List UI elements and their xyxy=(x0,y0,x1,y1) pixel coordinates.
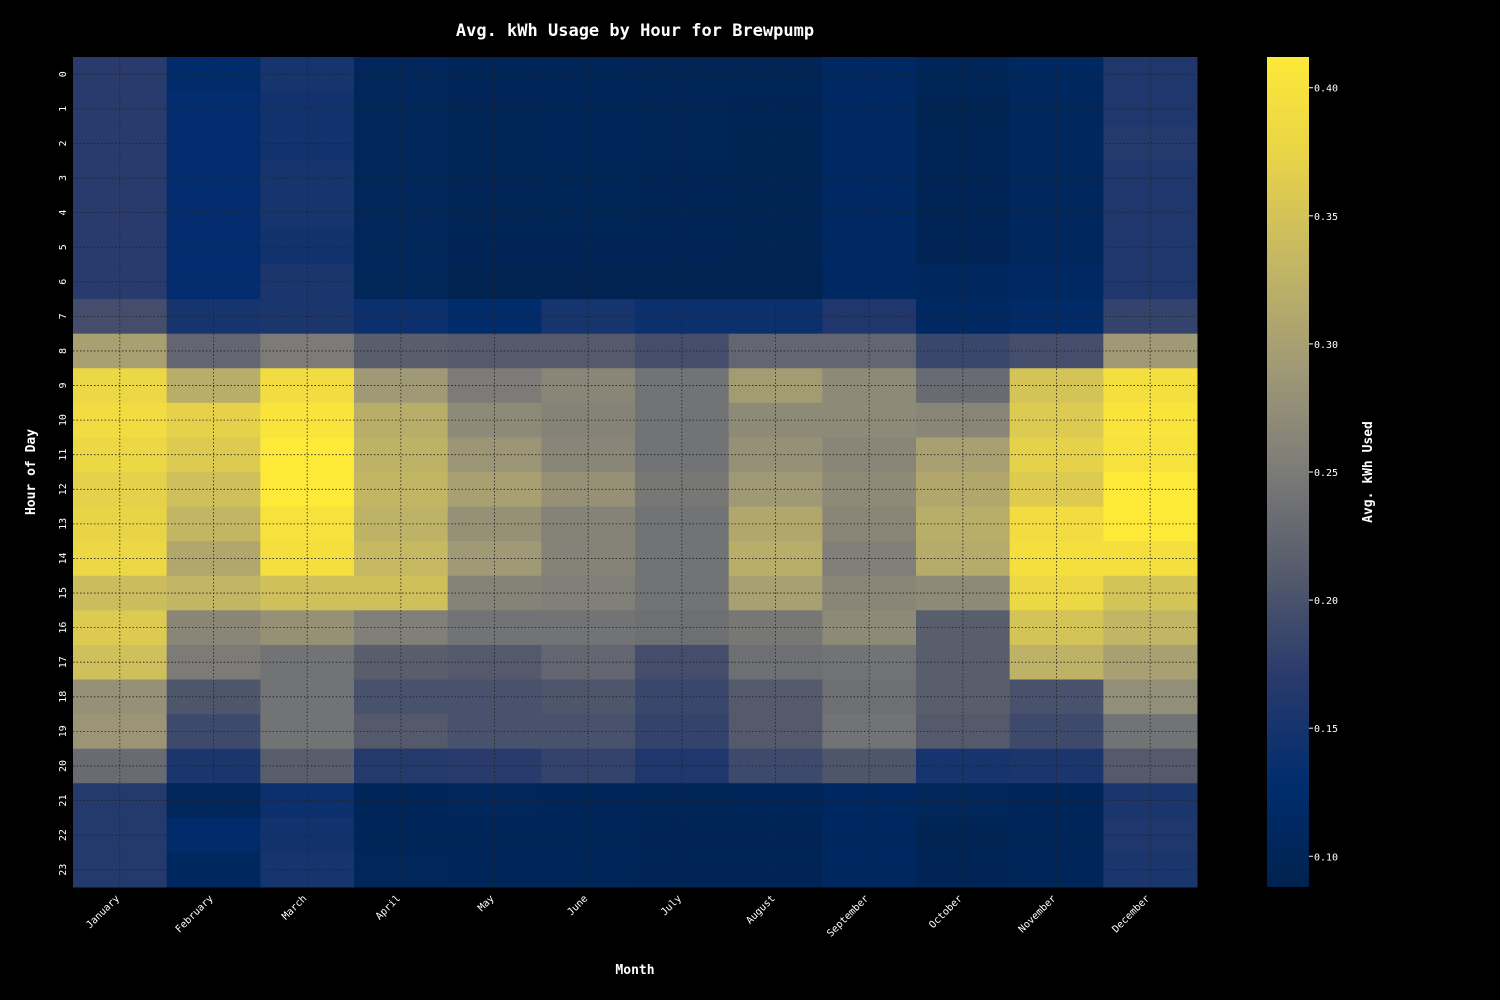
y-tick-label: 8 xyxy=(58,348,69,354)
y-tick-label: 5 xyxy=(58,244,69,250)
x-tick-label: June xyxy=(565,893,590,918)
y-tick-label: 14 xyxy=(58,552,69,564)
x-tick-label: November xyxy=(1017,893,1059,935)
y-tick-label: 23 xyxy=(58,864,69,876)
y-tick-label: 10 xyxy=(58,414,69,426)
x-tick-label: January xyxy=(84,893,122,931)
x-tick-label: February xyxy=(174,893,216,935)
heatmap-cells xyxy=(73,57,1198,888)
colorbar-tick-label: 0.20 xyxy=(1314,596,1338,607)
x-tick-label: March xyxy=(280,893,309,922)
colorbar-tick-label: 0.30 xyxy=(1314,340,1338,351)
x-tick-label: July xyxy=(659,893,684,918)
y-tick-label: 3 xyxy=(58,175,69,181)
y-tick-label: 2 xyxy=(58,140,69,146)
y-tick-label: 17 xyxy=(58,656,69,668)
x-tick-label: December xyxy=(1110,893,1152,935)
colorbar-gradient xyxy=(1267,57,1309,887)
y-tick-label: 0 xyxy=(58,71,69,77)
colorbar-label: Avg. kWh Used xyxy=(1361,421,1376,523)
x-tick-label: October xyxy=(927,893,965,931)
y-tick-label: 22 xyxy=(58,829,69,841)
colorbar: 0.10 0.15 0.20 0.25 0.30 0.35 0.40 Avg. kWh Us… xyxy=(1267,57,1376,887)
x-tick-label: April xyxy=(374,893,403,922)
y-tick-label: 7 xyxy=(58,313,69,319)
x-tick-label: August xyxy=(744,893,777,926)
y-tick-label: 19 xyxy=(58,725,69,737)
x-axis-label: Month xyxy=(615,963,654,978)
y-tick-label: 9 xyxy=(58,383,69,389)
y-tick-label: 11 xyxy=(58,449,69,461)
x-tick-label: September xyxy=(825,893,871,939)
y-tick-label: 16 xyxy=(58,622,69,634)
colorbar-tick-label: 0.25 xyxy=(1314,468,1338,479)
y-tick-label: 21 xyxy=(58,795,69,807)
y-axis-label: Hour of Day xyxy=(24,429,39,515)
chart-title: Avg. kWh Usage by Hour for Brewpump xyxy=(456,21,814,41)
y-tick-label: 18 xyxy=(58,691,69,703)
x-axis-ticks: January February March April May June July Augu… xyxy=(84,893,1152,939)
y-tick-label: 13 xyxy=(58,518,69,530)
y-tick-label: 6 xyxy=(58,279,69,285)
colorbar-tick-label: 0.10 xyxy=(1314,852,1338,863)
colorbar-tick-label: 0.35 xyxy=(1314,212,1338,223)
y-tick-label: 1 xyxy=(58,106,69,112)
y-tick-label: 4 xyxy=(58,210,69,216)
y-tick-label: 12 xyxy=(58,483,69,495)
colorbar-tick-label: 0.40 xyxy=(1314,84,1338,95)
y-tick-label: 15 xyxy=(58,587,69,599)
colorbar-ticks: 0.10 0.15 0.20 0.25 0.30 0.35 0.40 xyxy=(1309,84,1338,863)
colorbar-tick-label: 0.15 xyxy=(1314,724,1338,735)
y-tick-label: 20 xyxy=(58,760,69,772)
x-tick-label: May xyxy=(476,893,497,914)
